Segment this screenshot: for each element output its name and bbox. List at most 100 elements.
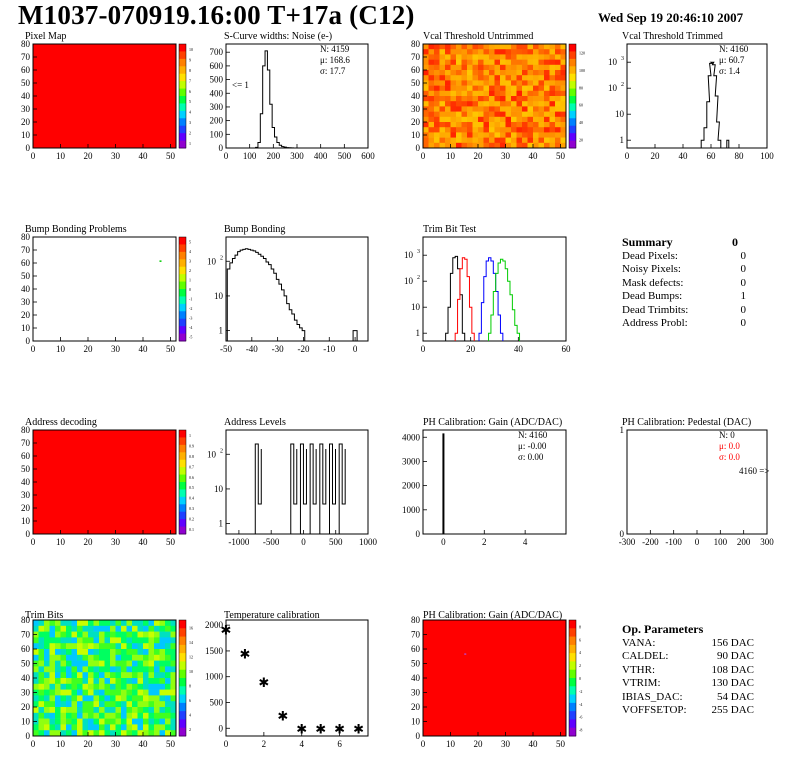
heatmap-point	[464, 653, 467, 655]
heatmap-cell	[55, 701, 61, 708]
x-tick-label: 50	[166, 151, 176, 161]
y-tick-label: 10	[404, 250, 414, 260]
heatmap-cell	[472, 101, 479, 107]
page-date: Wed Sep 19 20:46:10 2007	[598, 10, 744, 25]
address-level-peak	[299, 443, 307, 534]
color-bar-segment	[179, 296, 186, 305]
heatmap-cell	[82, 660, 89, 667]
y-tick-label: 60	[21, 644, 31, 654]
heatmap-cell	[511, 49, 517, 55]
heatmap-cell	[533, 137, 539, 144]
heatmap-cell	[511, 142, 517, 149]
color-bar-segment	[179, 482, 186, 490]
heatmap-cell	[93, 625, 100, 632]
stat-sigma: σ: 1.4	[719, 66, 740, 76]
x-tick-label: -500	[263, 537, 280, 547]
heatmap-cell	[494, 75, 501, 81]
heatmap-cell	[93, 701, 100, 708]
heatmap-cell	[154, 637, 160, 644]
heatmap-cell	[478, 59, 484, 66]
x-tick-label: 600	[361, 151, 375, 161]
heatmap-cell	[560, 111, 567, 118]
heatmap-cell	[148, 695, 155, 702]
y-tick-label: 40	[21, 284, 31, 294]
heatmap-cell	[555, 80, 561, 86]
y-tick-label: 600	[210, 61, 224, 71]
color-bar-segment	[179, 526, 186, 535]
heatmap-cell	[104, 649, 111, 656]
heatmap-cell	[500, 75, 506, 81]
heatmap-cell	[522, 101, 528, 107]
histogram-line	[255, 50, 294, 149]
heatmap-cell	[505, 75, 512, 81]
heatmap-cell	[472, 122, 479, 128]
plot-frame	[422, 429, 567, 535]
x-tick-label: 6	[337, 739, 342, 749]
heatmap-cell	[483, 106, 490, 112]
y-tick-label: 10	[404, 276, 414, 286]
heatmap-cell	[489, 132, 495, 138]
heatmap-cell	[549, 116, 556, 123]
heatmap-cell	[511, 106, 517, 112]
heatmap-cell	[445, 85, 451, 92]
heatmap-cell	[88, 695, 94, 702]
heatmap-cell	[527, 96, 534, 102]
heatmap-cell	[461, 70, 468, 76]
heatmap-cell	[99, 712, 105, 719]
heatmap-cell	[445, 90, 451, 97]
heatmap-cell	[93, 678, 100, 685]
heatmap-cell	[71, 689, 78, 696]
plot-frame	[225, 619, 369, 737]
heatmap-cell	[110, 625, 116, 632]
color-bar-segment	[179, 303, 186, 312]
heatmap-cell	[483, 142, 490, 149]
plot-frame	[626, 43, 768, 149]
y-tick-label: 30	[21, 104, 31, 114]
x-tick-label: 30	[501, 739, 511, 749]
heatmap-cell	[82, 683, 89, 690]
heatmap-cell	[527, 106, 534, 112]
heatmap-cell	[467, 59, 473, 66]
heatmap-cell	[66, 701, 72, 708]
color-bar-segment	[569, 51, 576, 60]
heatmap-cell	[99, 689, 105, 696]
plot-frame	[422, 236, 567, 342]
heatmap-cell	[483, 96, 490, 102]
heatmap-cell	[428, 80, 435, 86]
y-tick-label: 700	[210, 47, 224, 57]
heatmap-cell	[115, 666, 122, 673]
x-tick-label: -10	[323, 344, 335, 354]
heatmap-cell	[137, 660, 144, 667]
heatmap-cell	[82, 689, 89, 696]
x-tick-label: 50	[556, 739, 566, 749]
heatmap-cell	[38, 660, 45, 667]
heatmap-cell	[82, 637, 89, 644]
heatmap-cell	[445, 75, 451, 81]
heatmap-cell	[456, 70, 462, 76]
heatmap-cell	[533, 101, 539, 107]
x-tick-label: -200	[642, 537, 659, 547]
heatmap-cell	[544, 70, 550, 76]
heatmap-cell	[49, 672, 56, 679]
heatmap-cell	[88, 707, 94, 714]
heatmap-cell	[104, 683, 111, 690]
heatmap-cell	[428, 137, 435, 144]
heatmap-cell	[165, 654, 171, 661]
heatmap-cell	[104, 701, 111, 708]
heatmap-cell	[44, 718, 50, 725]
heatmap-cell	[549, 127, 556, 133]
heatmap-cell	[494, 64, 501, 71]
heatmap-cell	[516, 90, 523, 97]
heatmap-cell	[126, 672, 133, 679]
heatmap-cell	[71, 695, 78, 702]
heatmap-cell	[500, 54, 506, 60]
heatmap-cell	[434, 59, 440, 66]
heatmap-cell	[428, 127, 435, 133]
heatmap-cell	[522, 111, 528, 118]
heatmap-cell	[505, 137, 512, 144]
x-tick-label: -1000	[228, 537, 249, 547]
heatmap-cell	[428, 85, 435, 92]
heatmap-cell	[472, 111, 479, 118]
heatmap-cell	[511, 54, 517, 60]
heatmap-cell	[143, 643, 149, 650]
